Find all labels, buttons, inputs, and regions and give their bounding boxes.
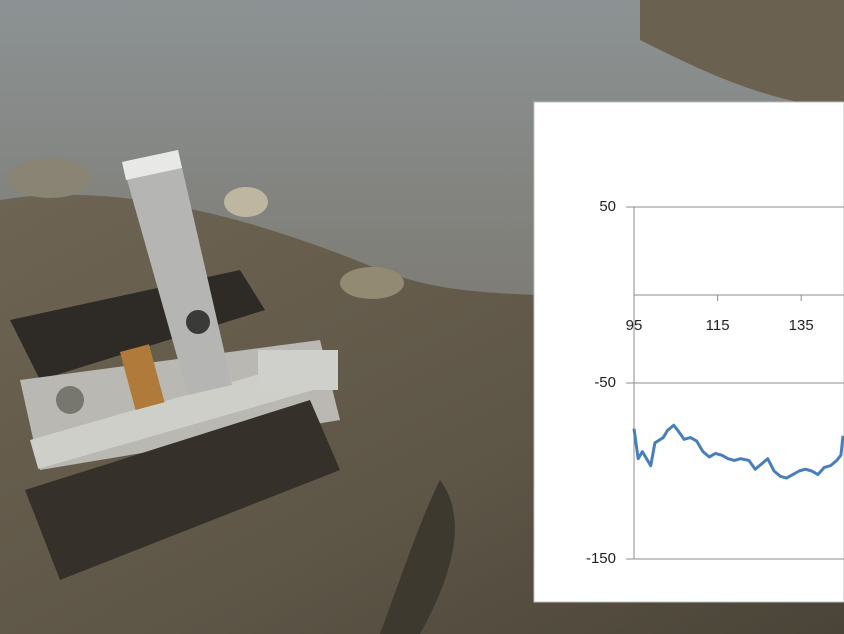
rock [224, 187, 268, 217]
screenshot: 50 -50 -150 95 115 135 [0, 0, 844, 634]
page: {"chart_data": {"type": "line", "x": [95… [0, 0, 844, 634]
chart-panel [534, 102, 844, 602]
rock [340, 267, 404, 299]
y-tick-label: -50 [594, 374, 616, 391]
x-tick-label: 115 [706, 317, 730, 334]
x-tick-label: 95 [626, 317, 643, 334]
rock [8, 158, 92, 198]
y-tick-label: 50 [599, 198, 616, 215]
x-tick-label: 135 [789, 317, 814, 334]
y-tick-label: -150 [586, 550, 616, 567]
